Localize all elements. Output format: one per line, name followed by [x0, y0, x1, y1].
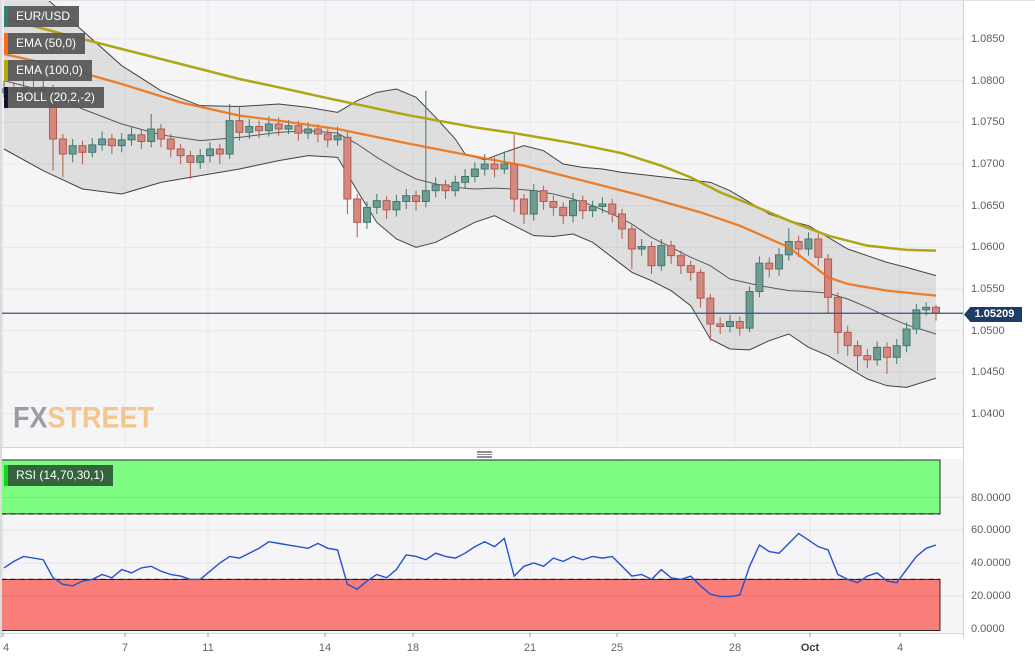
price-axis-tick: 1.0700 — [971, 157, 1005, 170]
boll-color-bar — [4, 87, 8, 108]
price-axis-tick: 1.0850 — [971, 33, 1005, 45]
time-axis-tick: 4 — [3, 642, 10, 654]
time-axis-tick: 25 — [610, 642, 624, 654]
time-axis-tick: 14 — [318, 642, 332, 654]
time-axis-tick: 28 — [728, 642, 742, 654]
legend-ema100[interactable]: EMA (100,0) — [4, 60, 92, 81]
legend-symbol[interactable]: EUR/USD — [4, 6, 80, 27]
watermark-street: STREET — [47, 401, 155, 434]
time-axis-tick: 21 — [523, 642, 537, 654]
ema50-color-bar — [4, 33, 8, 54]
rsi-axis-tick: 0.0000 — [971, 622, 1005, 635]
price-axis-tick: 1.0650 — [971, 199, 1005, 212]
fxstreet-watermark: FXSTREET — [13, 401, 154, 435]
current-price-badge: 1.05209 — [964, 307, 1022, 322]
rsi-color-bar — [4, 465, 8, 486]
legend-rsi[interactable]: RSI (14,70,30,1) — [4, 465, 114, 486]
price-axis-tick: 1.0450 — [971, 366, 1005, 379]
rsi-label: RSI (14,70,30,1) — [8, 465, 114, 486]
ema100-label: EMA (100,0) — [8, 60, 92, 81]
rsi-axis-tick: 60.0000 — [971, 524, 1011, 537]
ema50-label: EMA (50,0) — [8, 33, 86, 54]
time-axis-tick: 4 — [896, 642, 904, 654]
pane-resize-handle[interactable] — [477, 451, 492, 458]
time-axis-tick: 18 — [406, 642, 420, 654]
symbol-label: EUR/USD — [8, 6, 80, 27]
price-axis-tick: 1.0400 — [971, 407, 1005, 420]
price-axis-tick: 1.0750 — [971, 116, 1005, 129]
price-axis-tick: 1.0500 — [971, 324, 1005, 337]
legend-ema50[interactable]: EMA (50,0) — [4, 33, 86, 54]
rsi-axis-tick: 80.0000 — [971, 491, 1011, 504]
price-axis-tick: 1.0600 — [971, 241, 1005, 254]
legend-boll[interactable]: BOLL (20,2,-2) — [4, 87, 104, 108]
rsi-axis-tick: 20.0000 — [971, 589, 1011, 602]
time-axis-tick: 7 — [121, 642, 129, 654]
rsi-axis-tick: 40.0000 — [971, 557, 1011, 570]
time-axis-tick: Oct — [800, 642, 820, 654]
price-axis-tick: 1.0800 — [971, 74, 1005, 87]
price-axis-tick: 1.0550 — [971, 282, 1005, 295]
ema100-color-bar — [4, 60, 8, 81]
time-axis-tick: 11 — [202, 642, 214, 654]
symbol-color-bar — [4, 6, 8, 27]
watermark-fx: FX — [13, 401, 48, 434]
boll-label: BOLL (20,2,-2) — [8, 87, 104, 108]
